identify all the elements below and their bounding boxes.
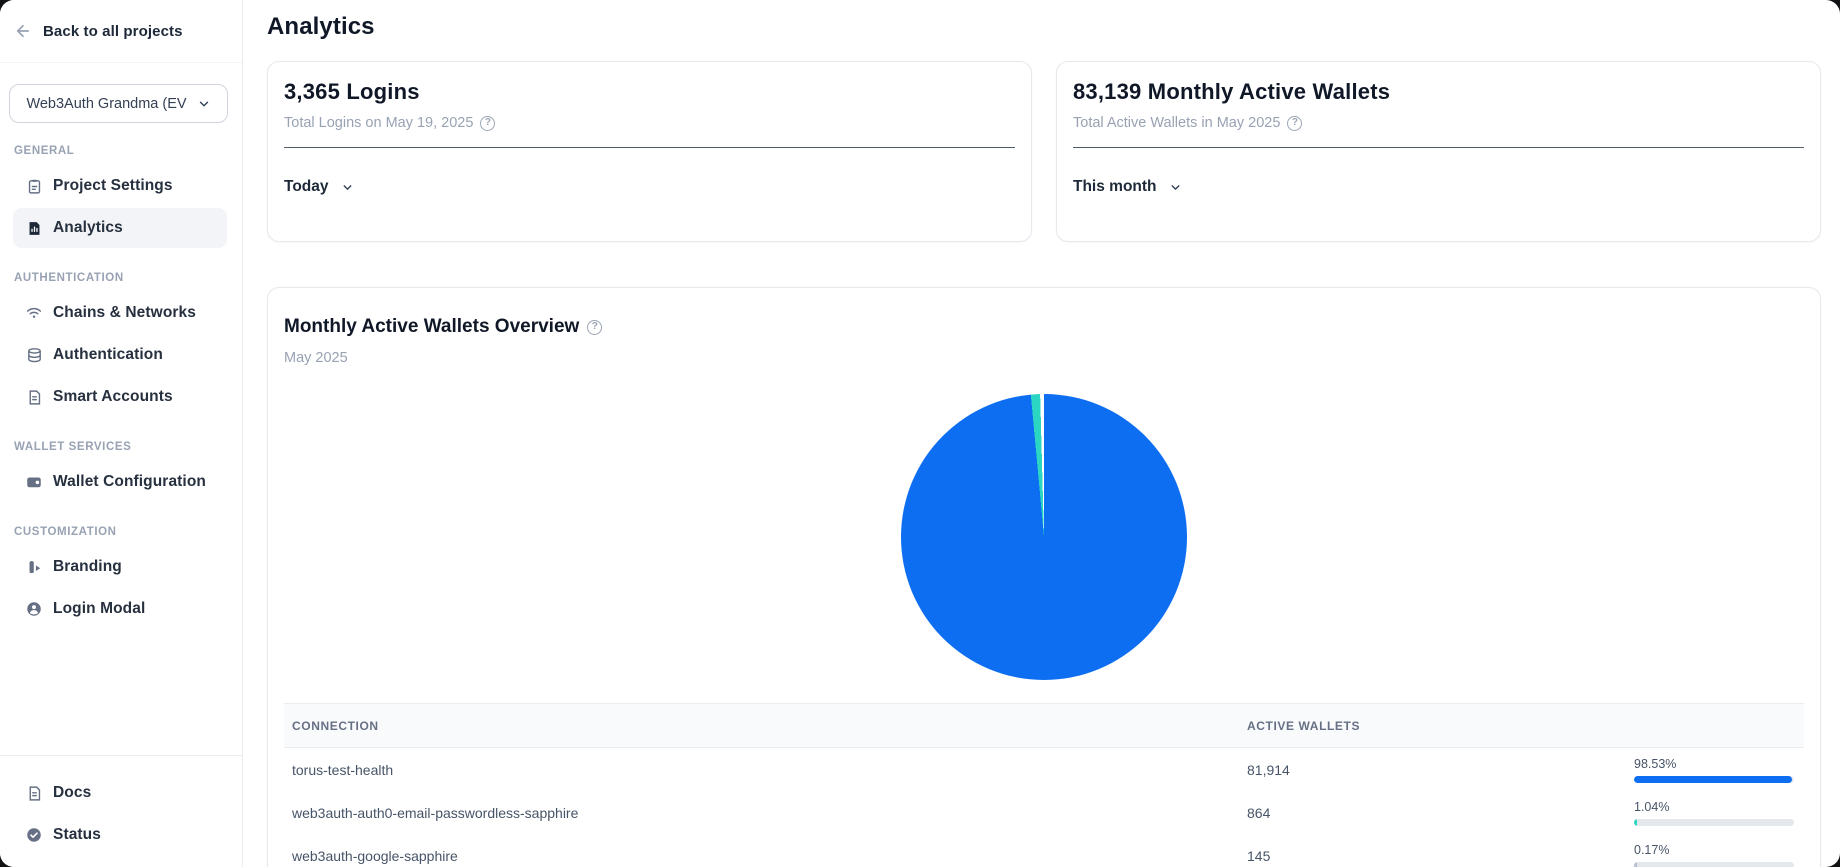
help-icon[interactable]: ? bbox=[587, 319, 603, 335]
table-row: web3auth-google-sapphire 145 0.17% bbox=[284, 834, 1804, 867]
progress-bar bbox=[1634, 818, 1794, 826]
sidebar-item-authentication[interactable]: Authentication bbox=[13, 335, 227, 375]
page-title: Analytics bbox=[267, 13, 375, 40]
share-percent: 1.04% bbox=[1634, 799, 1670, 814]
logins-value: 3,365 Logins bbox=[284, 79, 420, 104]
sidebar-item-label: Branding bbox=[53, 558, 122, 575]
sidebar-item-analytics[interactable]: Analytics bbox=[13, 208, 227, 248]
connection-name: web3auth-auth0-email-passwordless-sapphi… bbox=[292, 804, 579, 821]
sidebar-item-project-settings[interactable]: Project Settings bbox=[13, 166, 227, 206]
sidebar-item-docs[interactable]: Docs bbox=[13, 773, 227, 813]
help-icon[interactable]: ? bbox=[1287, 115, 1303, 131]
section-label-general: GENERAL bbox=[14, 145, 75, 157]
section-label-customization: CUSTOMIZATION bbox=[14, 526, 117, 538]
share-percent: 98.53% bbox=[1634, 756, 1677, 771]
sidebar-item-label: Docs bbox=[53, 784, 92, 801]
arrow-left-icon bbox=[14, 22, 32, 40]
sidebar-item-wallet-configuration[interactable]: Wallet Configuration bbox=[13, 462, 227, 502]
sidebar-footer: Docs Status bbox=[0, 755, 242, 867]
active-wallets-count: 145 bbox=[1247, 847, 1271, 864]
overview-period: May 2025 bbox=[284, 350, 348, 366]
sidebar-item-label: Chains & Networks bbox=[53, 304, 196, 321]
document-icon bbox=[25, 784, 43, 802]
table-row: torus-test-health 81,914 98.53% bbox=[284, 748, 1804, 791]
back-label: Back to all projects bbox=[43, 22, 183, 40]
database-icon bbox=[25, 346, 43, 364]
column-header-connection: CONNECTION bbox=[292, 718, 379, 733]
chevron-down-icon bbox=[341, 181, 354, 194]
sidebar-spacer bbox=[0, 631, 242, 755]
active-wallets-range-dropdown[interactable]: This month bbox=[1073, 178, 1182, 196]
check-circle-icon bbox=[25, 826, 43, 844]
sidebar-item-login-modal[interactable]: Login Modal bbox=[13, 589, 227, 629]
active-wallets-subtitle: Total Active Wallets in May 2025 bbox=[1073, 115, 1281, 131]
section-label-authentication: AUTHENTICATION bbox=[14, 272, 124, 284]
range-label: This month bbox=[1073, 178, 1157, 195]
connection-name: web3auth-google-sapphire bbox=[292, 847, 458, 864]
active-wallets-value: 83,139 Monthly Active Wallets bbox=[1073, 79, 1391, 104]
logins-stat-card: 3,365 Logins Total Logins on May 19, 202… bbox=[267, 61, 1032, 242]
main-content: Analytics 3,365 Logins Total Logins on M… bbox=[243, 0, 1840, 867]
table-header-row: CONNECTION ACTIVE WALLETS bbox=[284, 703, 1804, 748]
sidebar: Back to all projects Web3Auth Grandma (E… bbox=[0, 0, 243, 867]
connections-table: CONNECTION ACTIVE WALLETS torus-test-hea… bbox=[284, 703, 1804, 867]
logins-range-dropdown[interactable]: Today bbox=[284, 178, 354, 196]
share-cell: 0.17% bbox=[1626, 843, 1804, 867]
monthly-active-wallets-overview-card: Monthly Active Wallets Overview ? May 20… bbox=[267, 287, 1821, 867]
stat-divider bbox=[284, 147, 1015, 148]
table-row: web3auth-auth0-email-passwordless-sapphi… bbox=[284, 791, 1804, 834]
chevron-down-icon bbox=[1169, 181, 1182, 194]
sidebar-item-label: Analytics bbox=[53, 219, 123, 236]
sidebar-item-chains-networks[interactable]: Chains & Networks bbox=[13, 293, 227, 333]
sidebar-item-label: Smart Accounts bbox=[53, 388, 173, 405]
sidebar-item-smart-accounts[interactable]: Smart Accounts bbox=[13, 377, 227, 417]
active-wallets-stat-card: 83,139 Monthly Active Wallets Total Acti… bbox=[1056, 61, 1821, 242]
active-wallets-count: 864 bbox=[1247, 804, 1271, 821]
sidebar-item-branding[interactable]: Branding bbox=[13, 547, 227, 587]
stat-cards-row: 3,365 Logins Total Logins on May 19, 202… bbox=[267, 61, 1821, 242]
user-circle-icon bbox=[25, 600, 43, 618]
document-icon bbox=[25, 388, 43, 406]
sidebar-item-label: Wallet Configuration bbox=[53, 473, 206, 490]
clipboard-icon bbox=[25, 177, 43, 195]
share-percent: 0.17% bbox=[1634, 842, 1670, 857]
section-label-wallet-services: WALLET SERVICES bbox=[14, 441, 132, 453]
analytics-doc-icon bbox=[25, 219, 43, 237]
wallet-icon bbox=[25, 473, 43, 491]
sidebar-item-label: Status bbox=[53, 826, 101, 843]
sidebar-item-label: Login Modal bbox=[53, 600, 146, 617]
branding-icon bbox=[25, 558, 43, 576]
connection-name: torus-test-health bbox=[292, 761, 394, 778]
progress-bar bbox=[1634, 775, 1794, 783]
sidebar-item-label: Project Settings bbox=[53, 177, 173, 194]
chevron-down-icon bbox=[197, 97, 211, 111]
back-to-projects-link[interactable]: Back to all projects bbox=[0, 0, 242, 63]
overview-title: Monthly Active Wallets Overview bbox=[284, 316, 580, 337]
range-label: Today bbox=[284, 178, 329, 195]
project-selector-value: Web3Auth Grandma (EV bbox=[26, 95, 187, 112]
column-header-active-wallets: ACTIVE WALLETS bbox=[1247, 718, 1361, 733]
share-cell: 1.04% bbox=[1626, 800, 1804, 826]
share-cell: 98.53% bbox=[1626, 757, 1804, 783]
logins-subtitle: Total Logins on May 19, 2025 bbox=[284, 115, 474, 131]
active-wallets-pie-chart bbox=[901, 394, 1187, 680]
network-wifi-icon bbox=[25, 304, 43, 322]
project-selector[interactable]: Web3Auth Grandma (EV bbox=[9, 84, 228, 123]
stat-divider bbox=[1073, 147, 1804, 148]
help-icon[interactable]: ? bbox=[480, 115, 496, 131]
progress-bar bbox=[1634, 861, 1794, 867]
active-wallets-count: 81,914 bbox=[1247, 761, 1290, 778]
sidebar-item-status[interactable]: Status bbox=[13, 815, 227, 855]
sidebar-item-label: Authentication bbox=[53, 346, 163, 363]
